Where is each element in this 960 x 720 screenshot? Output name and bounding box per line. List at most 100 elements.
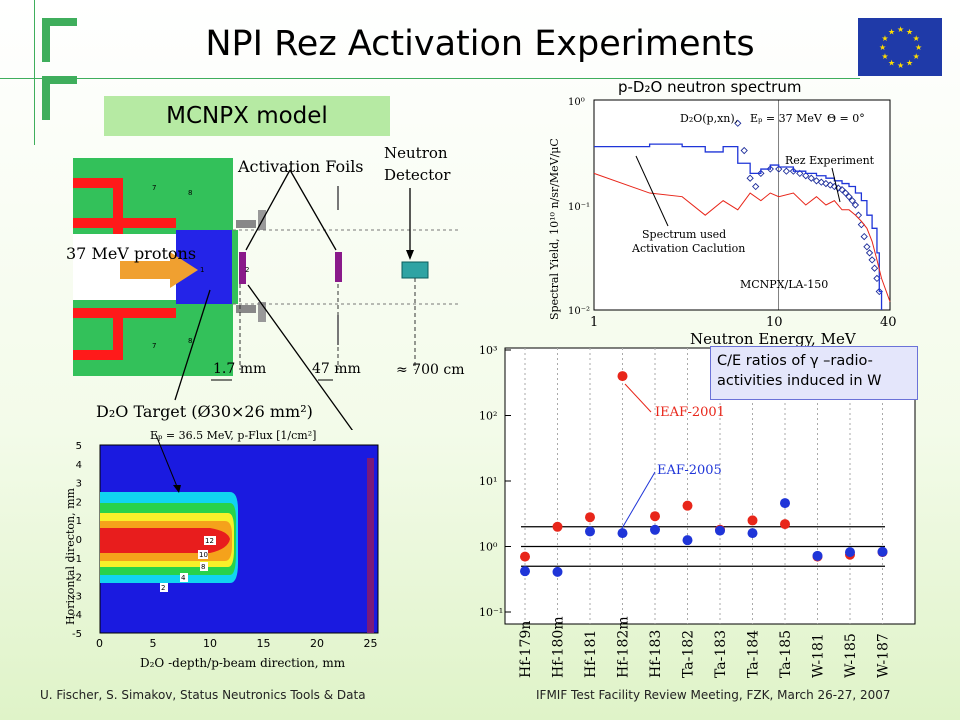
flux-ytick: -5	[72, 629, 82, 640]
protons-label: 37 MeV protons	[66, 244, 197, 263]
spec-rez-point	[865, 249, 874, 257]
spectrum-xtick: 10	[766, 315, 783, 330]
spec-rez-point	[740, 146, 748, 155]
cell-label: 8	[188, 189, 192, 197]
ce-xtick: Ta-185	[778, 630, 794, 678]
ce-point	[585, 526, 595, 537]
flux-xtick: 5	[150, 637, 157, 650]
ce-xtick: W-187	[876, 633, 892, 678]
spec-rez-point	[734, 119, 742, 127]
flux-xlabel: D₂O -depth/p-beam direction, mm	[140, 656, 346, 670]
mcnpx-geometry-diagram: 7 8 7 8 1 2	[73, 158, 460, 430]
corner-line	[34, 0, 35, 145]
eu-star-icon: ★	[881, 52, 888, 61]
contour-label: 12	[205, 537, 214, 545]
spec-used-line	[594, 143, 883, 310]
ce-ytick: 10²	[479, 410, 497, 423]
spec-rez-point	[875, 287, 883, 296]
ce-point	[812, 550, 823, 561]
spectrum-chart: D₂O(p,xn), Eₚ = 37 MeV Θ = 0° Rez Experi…	[548, 97, 897, 348]
flux-ytick: 1	[76, 516, 82, 527]
corner-bar-mid-vert	[42, 76, 50, 120]
ce-point	[682, 500, 693, 511]
contour-label: 8	[201, 563, 205, 571]
ce-point	[715, 525, 725, 536]
spec-rez-point	[757, 169, 765, 178]
spectrum-xlabel: Neutron Energy, MeV	[690, 330, 857, 348]
spectrum-ytick: 10⁰	[568, 97, 585, 108]
spectrum-heading: p-D₂O neutron spectrum	[618, 78, 802, 96]
eu-star-icon: ★	[897, 25, 904, 34]
ce-xtick: W-181	[811, 633, 827, 678]
ce-point	[650, 511, 660, 522]
ce-point	[845, 547, 855, 558]
corner-bar-mid	[42, 76, 77, 84]
spec-rez-point	[789, 167, 798, 175]
ce-point	[780, 519, 790, 530]
ce-ytick: 10⁰	[479, 541, 498, 554]
rez-label: Rez Experiment	[785, 154, 875, 167]
spec-rez-point	[796, 169, 804, 178]
flux-ytick: -1	[72, 554, 82, 565]
ce-ytick: 10³	[479, 344, 497, 357]
ce-point	[585, 512, 595, 523]
spectrum-ytick: 10⁻¹	[568, 202, 590, 213]
ce-point	[617, 528, 628, 539]
footer-left: U. Fischer, S. Simakov, Status Neutronic…	[40, 688, 366, 702]
flux-xtick: 0	[96, 637, 103, 650]
cell-label: 1	[200, 266, 204, 274]
eu-star-icon: ★	[906, 27, 913, 36]
used-label-1: Spectrum used	[642, 228, 726, 241]
flux-xtick: 15	[257, 637, 271, 650]
eu-star-icon: ★	[881, 34, 888, 43]
cell-label: 2	[245, 266, 249, 274]
corner-bar-top	[42, 18, 77, 26]
ce-point	[747, 528, 758, 539]
spec-rez-point	[845, 193, 853, 201]
flux-ytick: 5	[76, 441, 82, 452]
spec-rez-point	[826, 181, 834, 189]
spec-rez-point	[817, 178, 825, 186]
corner-bar-top-vert	[42, 18, 50, 62]
ce-point	[617, 371, 628, 382]
used-label-2: Activation Caclution	[631, 242, 745, 255]
ce-point	[520, 551, 530, 562]
spec-rez-point	[802, 172, 810, 180]
flux-xtick: 25	[364, 637, 378, 650]
spec-rez-point	[863, 243, 871, 251]
ce-point	[552, 566, 563, 577]
flux-ytick: 0	[76, 535, 82, 546]
ce-point	[520, 566, 530, 577]
eu-star-icon: ★	[897, 61, 904, 70]
cell-label: 7	[152, 342, 156, 350]
spec-rez-point	[807, 174, 815, 182]
spectrum-xtick: 1	[590, 315, 598, 330]
eu-star-icon: ★	[888, 59, 895, 68]
flux-ytick: -4	[72, 610, 82, 621]
flux-ytick: 4	[76, 460, 82, 471]
footer-right: IFMIF Test Facility Review Meeting, FZK,…	[536, 688, 891, 702]
eu-star-icon: ★	[906, 59, 913, 68]
spec-rez-point	[782, 167, 791, 175]
spec-rez-point	[848, 197, 856, 205]
cell-label: 8	[188, 337, 192, 345]
cell-label: 7	[152, 184, 156, 192]
flux-title: Eₚ = 36.5 MeV, p-Flux [1/cm²]	[150, 429, 316, 442]
ce-xtick: Hf-179n	[518, 621, 534, 678]
spectrum-ylabel: Spectral Yield, 10¹⁰ n/sr/MeV/μC	[548, 138, 561, 320]
spec-rez-point	[870, 264, 879, 272]
flux-ylabel: Horizontal directon, mm	[64, 487, 77, 625]
ce-point	[552, 521, 563, 532]
spec-rez-point	[860, 232, 868, 241]
spec-rez-point	[868, 256, 876, 264]
neutron-detector-label-1: Neutron	[384, 144, 448, 162]
ce-ytick: 10¹	[479, 475, 497, 488]
spec-rez-point	[851, 201, 860, 209]
activation-foils-label: Activation Foils	[238, 157, 364, 176]
title-underline	[0, 78, 860, 79]
ce-xtick: W-185	[843, 633, 859, 678]
spec-rez-point	[766, 165, 774, 173]
eu-star-icon: ★	[888, 27, 895, 36]
distance-2: 47 mm	[312, 361, 361, 377]
spectrum-xtick: 40	[880, 315, 897, 330]
